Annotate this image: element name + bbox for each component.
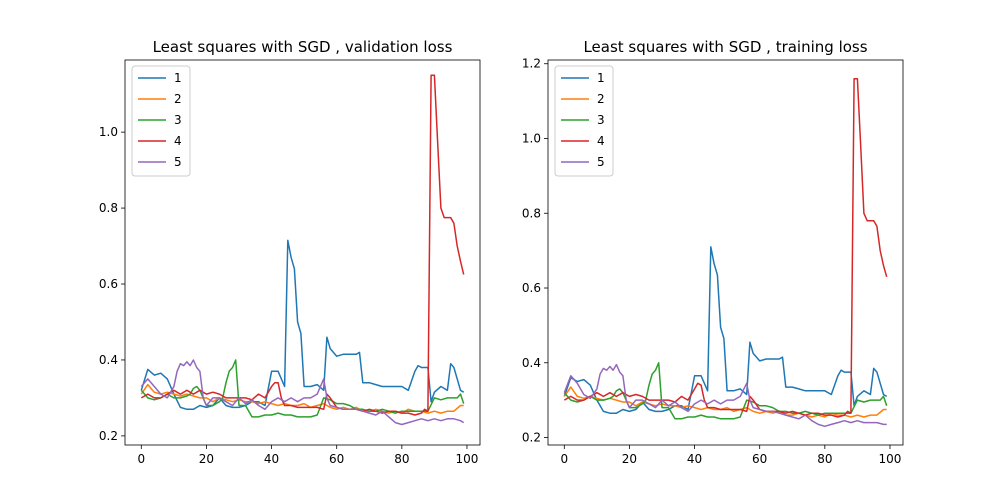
legend-box	[131, 65, 191, 177]
series-1-line	[140, 239, 465, 411]
y-tick-label: 1.0	[99, 125, 118, 139]
x-tick-label: 100	[879, 452, 902, 466]
legend-label-3: 3	[174, 113, 182, 127]
x-tick-label: 60	[752, 452, 767, 466]
y-tick-label: 0.2	[99, 429, 118, 443]
x-tick-label: 80	[817, 452, 832, 466]
legend-label-4: 4	[174, 134, 182, 148]
series-4-line	[563, 77, 888, 418]
y-tick-label: 0.8	[522, 206, 541, 220]
x-tick-label: 40	[687, 452, 702, 466]
legend-label-4: 4	[597, 134, 605, 148]
series-4-line	[140, 74, 465, 416]
x-tick-label: 100	[456, 452, 479, 466]
series-5-line	[140, 359, 465, 426]
series-1-line	[563, 246, 888, 414]
y-tick-label: 1.0	[522, 131, 541, 145]
plot-frame	[547, 59, 904, 446]
series-3-line	[140, 359, 465, 418]
y-tick-label: 0.4	[522, 356, 541, 370]
series-5-line	[563, 363, 887, 428]
chart-title: Least squares with SGD , training loss	[583, 38, 867, 56]
plot-frame	[124, 59, 481, 446]
x-tick-label: 0	[560, 452, 568, 466]
y-tick-label: 0.6	[99, 277, 118, 291]
y-tick-label: 0.2	[522, 431, 541, 445]
x-tick-label: 0	[137, 452, 145, 466]
x-tick-label: 60	[329, 452, 344, 466]
validation-loss-chart: Least squares with SGD , validation loss…	[99, 38, 481, 466]
series-2-line	[563, 386, 887, 418]
series-3-line	[563, 362, 888, 420]
y-tick-label: 0.6	[522, 281, 541, 295]
x-tick-label: 20	[199, 452, 214, 466]
y-tick-label: 0.8	[99, 201, 118, 215]
x-tick-label: 40	[264, 452, 279, 466]
legend-label-2: 2	[597, 92, 605, 106]
legend-label-1: 1	[597, 71, 605, 85]
legend-label-1: 1	[174, 71, 182, 85]
legend-label-5: 5	[597, 155, 605, 169]
legend-label-5: 5	[174, 155, 182, 169]
training-loss-chart: Least squares with SGD , training loss 0 2…	[522, 38, 904, 466]
x-tick-label: 80	[394, 452, 409, 466]
y-tick-label: 1.2	[522, 57, 541, 71]
legend-box	[554, 65, 614, 177]
y-tick-label: 0.4	[99, 353, 118, 367]
x-tick-label: 20	[622, 452, 637, 466]
legend: 1 2 3 4 5	[554, 65, 614, 177]
legend-label-3: 3	[597, 113, 605, 127]
legend-label-2: 2	[174, 92, 182, 106]
chart-title: Least squares with SGD , validation loss	[153, 38, 453, 56]
legend: 1 2 3 4 5	[131, 65, 191, 177]
